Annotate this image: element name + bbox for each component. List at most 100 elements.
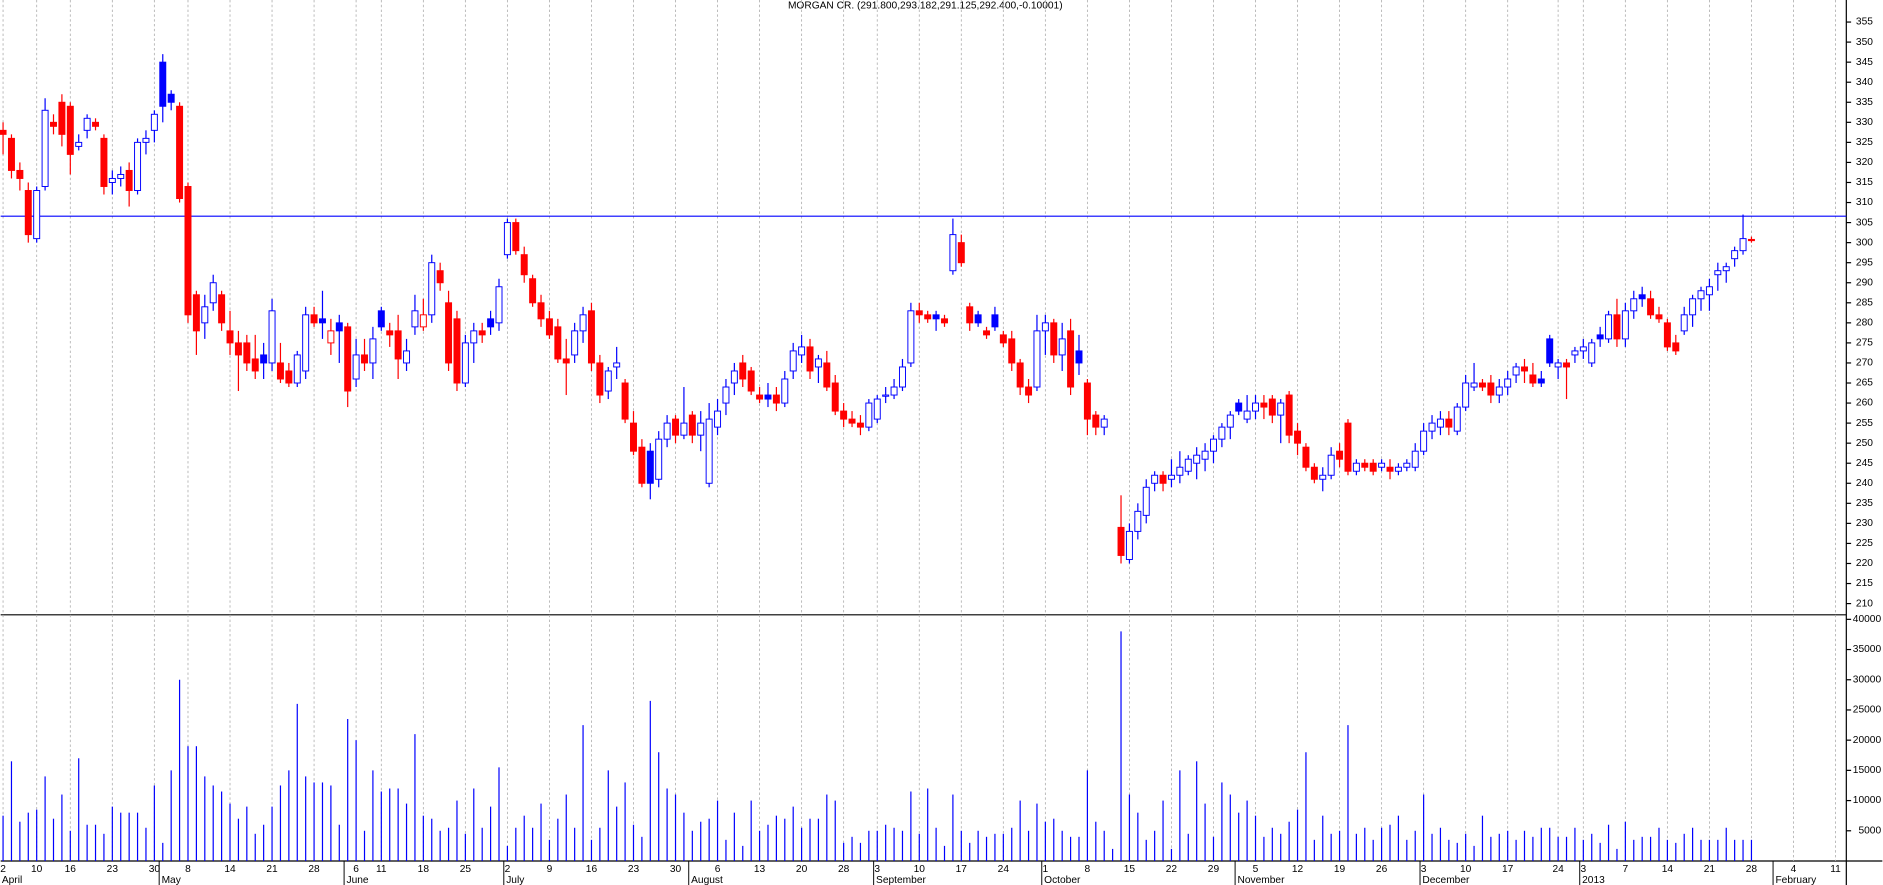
candle-body (1361, 462, 1369, 468)
y-tick-label: 330 (1856, 117, 1873, 128)
y-tick-label: 350 (1856, 37, 1873, 48)
candle-body (840, 410, 848, 420)
y-tick-label: 340 (1856, 77, 1873, 88)
candle-body (41, 109, 49, 187)
x-tick-label: 10 (1460, 864, 1472, 875)
candle-body (293, 354, 301, 384)
candle-body (1512, 366, 1520, 376)
x-tick-label: 3 (1580, 864, 1586, 875)
candle-body (1252, 402, 1259, 412)
candle-body (1218, 426, 1226, 440)
y-tick-label: 235 (1856, 498, 1873, 509)
candle-body (974, 314, 982, 324)
candle-body (327, 330, 335, 344)
y-tick-label: 250 (1856, 438, 1873, 449)
x-tick-label: 30 (149, 864, 161, 875)
candle-body (159, 61, 167, 107)
candle-body (1075, 350, 1083, 364)
candle-body (478, 330, 486, 336)
candle-body (747, 370, 755, 392)
x-tick-label: 24 (998, 864, 1010, 875)
candle-body (386, 330, 394, 336)
candle-body (1344, 422, 1352, 472)
candle-body (411, 310, 419, 328)
month-label: May (162, 875, 182, 885)
candle-body (243, 342, 251, 364)
candle-body (638, 446, 646, 484)
candle-body (730, 370, 738, 384)
candle-body (907, 310, 915, 364)
candle-body (537, 302, 545, 320)
month-label: April (2, 875, 22, 885)
candle-body (579, 314, 587, 332)
candle-body (268, 310, 276, 364)
candle-body (1495, 386, 1503, 396)
candle-body (1386, 466, 1394, 472)
candle-body (789, 350, 797, 372)
y-tick-label: 255 (1856, 418, 1873, 429)
candle-body (495, 286, 503, 324)
candle-body (192, 294, 200, 332)
x-tick-label: 28 (838, 864, 850, 875)
candle-body (1159, 474, 1167, 484)
candle-body (1722, 266, 1730, 272)
candle-body (125, 169, 133, 191)
y-tick-label: 315 (1856, 177, 1873, 188)
month-label: September (876, 875, 926, 885)
candle-body (1302, 446, 1310, 468)
candle-body (344, 326, 352, 392)
candle-body (142, 137, 150, 143)
x-tick-label: 24 (1552, 864, 1564, 875)
candle-body (932, 314, 940, 320)
x-tick-label: 28 (1746, 864, 1758, 875)
candle-body (184, 186, 192, 316)
candle-body (1613, 314, 1621, 340)
month-label: December (1422, 875, 1470, 885)
x-tick-label: 4 (1791, 864, 1797, 875)
candle-body (856, 422, 864, 428)
candle-body (630, 422, 637, 452)
candle-body (587, 310, 595, 364)
candle-body (814, 358, 822, 368)
y-tick-label: 30000 (1853, 674, 1882, 685)
candle-body (470, 330, 478, 344)
y-tick-label: 245 (1856, 458, 1873, 469)
candle-body (461, 342, 469, 384)
candle-body (1647, 298, 1655, 316)
candle-body (1453, 406, 1461, 432)
candle-body (83, 117, 91, 131)
x-tick-label: 6 (715, 864, 721, 875)
candle-body (596, 362, 604, 396)
candle-body (1125, 530, 1133, 560)
x-tick-label: 14 (224, 864, 236, 875)
candle-body (1705, 286, 1713, 296)
candle-body (276, 362, 284, 380)
candle-body (941, 318, 948, 324)
candle-body (949, 234, 957, 272)
x-tick-label: 30 (670, 864, 682, 875)
candle-body (428, 262, 436, 316)
candle-body (1596, 334, 1604, 340)
candle-body (873, 398, 881, 420)
x-tick-label: 10 (914, 864, 926, 875)
candle-body (1462, 382, 1470, 408)
candle-body (806, 346, 814, 372)
candle-body (134, 141, 142, 191)
candle-body (1134, 510, 1142, 532)
candle-body (646, 450, 654, 484)
candle-body (1504, 378, 1512, 388)
candle-body (604, 370, 612, 392)
candle-body (1521, 366, 1528, 372)
candle-body (0, 129, 7, 135)
y-tick-label: 290 (1856, 277, 1873, 288)
candle-body (1268, 398, 1276, 416)
candle-body (310, 314, 318, 324)
candle-body (1394, 466, 1402, 472)
candle-body (1100, 418, 1108, 428)
candle-body (1638, 294, 1646, 300)
x-tick-label: 2 (505, 864, 511, 875)
candle-body (1260, 402, 1268, 408)
candle-body (764, 394, 772, 400)
x-tick-label: 6 (353, 864, 359, 875)
y-tick-label: 345 (1856, 57, 1873, 68)
